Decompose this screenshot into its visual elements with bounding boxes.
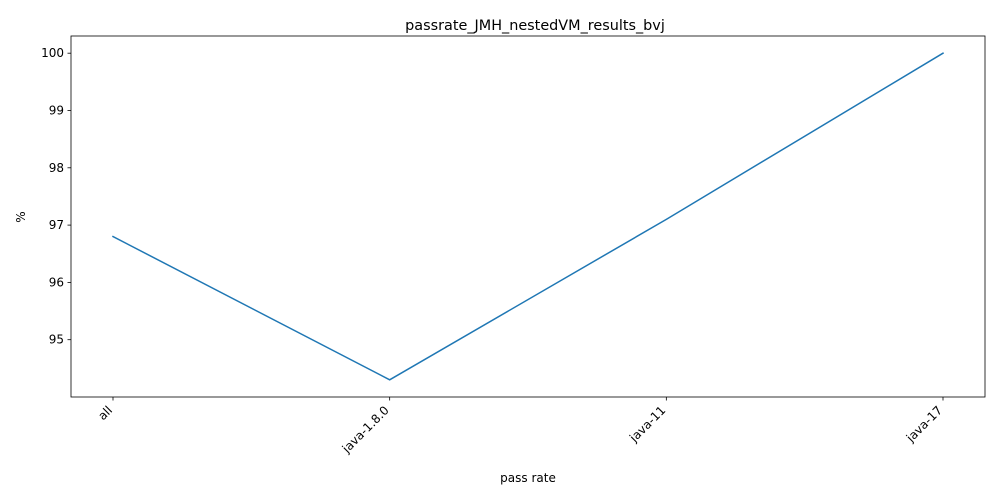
series-layer [111, 52, 945, 381]
y-tick-label: 100 [41, 46, 64, 60]
y-tick-label: 99 [49, 103, 64, 117]
y-tick-label: 96 [49, 275, 64, 289]
plot-area [70, 35, 986, 398]
x-tick-label: all [95, 403, 115, 423]
x-tick-label: java-1.8.0 [339, 403, 392, 456]
y-tick-label: 95 [49, 333, 64, 347]
x-tick-label: java-17 [903, 403, 945, 445]
x-axis-label: pass rate [500, 471, 556, 485]
chart-title: passrate_JMH_nestedVM_results_bvj [405, 18, 665, 34]
series-line [111, 52, 945, 381]
y-tick-label: 98 [49, 161, 64, 175]
x-axis: all java-1.8.0 java-11 java-17 [95, 397, 945, 456]
x-tick-label: java-11 [626, 403, 668, 445]
y-axis-label: % [14, 211, 28, 222]
y-axis: 95 96 97 98 99 100 [41, 46, 71, 347]
y-tick-label: 97 [49, 218, 64, 232]
